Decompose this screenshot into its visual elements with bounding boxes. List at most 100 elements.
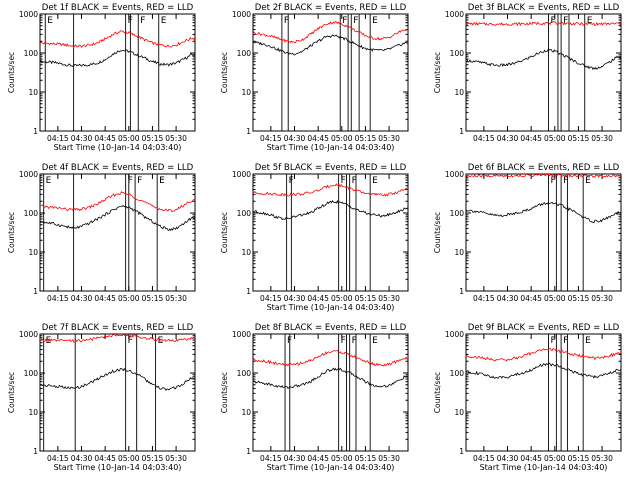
flag-label: E	[372, 16, 378, 26]
chart-title: Det 8f BLACK = Events, RED = LLD	[255, 323, 407, 333]
y-axis-label: Counts/sec	[220, 52, 229, 93]
x-tick-label: 04:30	[497, 454, 519, 463]
plot-frame	[39, 333, 196, 452]
y-tick-label: 1000	[445, 170, 464, 179]
x-tick-label: 04:30	[497, 134, 519, 143]
flag-label: F	[128, 176, 133, 186]
y-tick-label: 10	[454, 248, 464, 257]
plot-frame	[465, 333, 622, 452]
x-tick-label: 05:00	[544, 454, 566, 463]
x-axis-label: Start Time (10-Jan-14 04:03:40)	[267, 303, 395, 312]
flag-label: F	[140, 16, 145, 26]
flag-label: F	[128, 336, 133, 346]
x-tick-label: 05:15	[568, 294, 590, 303]
chart-title: Det 5f BLACK = Events, RED = LLD	[255, 163, 407, 173]
x-tick-label: 04:30	[284, 454, 306, 463]
flag-label: E	[159, 176, 165, 186]
chart-det-4f: Det 4f BLACK = Events, RED = LLD 1 10 100 10…	[7, 163, 196, 303]
x-tick-label: 05:15	[142, 454, 164, 463]
flag-label: F	[550, 16, 555, 26]
flag-label: F	[563, 176, 568, 186]
x-axis-label: Start Time (10-Jan-14 04:03:40)	[54, 143, 182, 152]
y-tick-label: 10	[454, 88, 464, 97]
y-tick-label: 1000	[19, 170, 38, 179]
x-tick-label: 04:45	[94, 134, 116, 143]
x-tick-label: 04:45	[94, 294, 116, 303]
lld-series-line	[252, 183, 409, 197]
chart-det-1f: Det 1f BLACK = Events, RED = LLD 1 10 100 10…	[7, 3, 196, 152]
y-tick-label: 1	[459, 447, 464, 456]
flag-label: F	[341, 176, 346, 186]
y-tick-label: 10	[241, 408, 251, 417]
x-tick-label: 04:30	[284, 134, 306, 143]
x-tick-label: 04:45	[94, 454, 116, 463]
y-tick-label: 100	[237, 369, 252, 378]
y-tick-label: 100	[237, 209, 252, 218]
lld-series-line	[252, 21, 409, 44]
y-tick-label: 1	[246, 447, 251, 456]
x-tick-label: 05:15	[355, 294, 377, 303]
x-tick-label: 04:45	[520, 134, 542, 143]
plot-frame	[252, 173, 409, 292]
y-axis-label: Counts/sec	[433, 212, 442, 253]
chart-title: Det 2f BLACK = Events, RED = LLD	[255, 3, 407, 13]
x-tick-label: 05:15	[568, 454, 590, 463]
x-tick-label: 04:30	[497, 294, 519, 303]
x-axis-label: Start Time (10-Jan-14 04:03:40)	[267, 463, 395, 472]
y-tick-label: 1000	[232, 170, 251, 179]
x-tick-label: 05:00	[118, 294, 140, 303]
flag-label: E	[585, 176, 591, 186]
x-tick-label: 05:30	[165, 454, 187, 463]
flag-label: E	[46, 176, 52, 186]
x-tick-label: 05:30	[165, 134, 187, 143]
x-tick-label: 04:15	[260, 294, 282, 303]
flag-label: F	[289, 176, 294, 186]
chart-title: Det 4f BLACK = Events, RED = LLD	[42, 163, 194, 173]
y-tick-label: 1	[33, 127, 38, 136]
y-tick-label: 1000	[445, 10, 464, 19]
lld-series-line	[465, 347, 622, 362]
flag-label: F	[352, 336, 357, 346]
x-tick-label: 04:30	[284, 294, 306, 303]
chart-det-9f: Det 9f BLACK = Events, RED = LLD 1 10 100 10…	[433, 323, 622, 472]
lld-series-line	[39, 190, 196, 213]
flag-label: E	[47, 16, 53, 26]
y-tick-label: 1000	[19, 10, 38, 19]
y-tick-label: 10	[241, 248, 251, 257]
events-series-line	[39, 367, 196, 392]
x-tick-label: 05:30	[591, 134, 613, 143]
y-axis-label: Counts/sec	[7, 52, 16, 93]
flag-label: E	[372, 336, 378, 346]
y-tick-label: 100	[24, 369, 39, 378]
y-tick-label: 1	[246, 127, 251, 136]
x-tick-label: 04:45	[307, 294, 329, 303]
flag-label: F	[550, 176, 555, 186]
flag-label: E	[587, 16, 593, 26]
x-tick-label: 04:15	[47, 294, 69, 303]
plot-frame	[252, 333, 409, 452]
y-tick-label: 1	[246, 287, 251, 296]
y-tick-label: 1	[459, 127, 464, 136]
y-tick-label: 10	[28, 248, 38, 257]
x-tick-label: 05:00	[331, 134, 353, 143]
y-tick-label: 1000	[232, 330, 251, 339]
x-tick-label: 05:30	[378, 454, 400, 463]
plot-frame	[39, 13, 196, 132]
y-tick-label: 1	[459, 287, 464, 296]
x-tick-label: 05:30	[591, 454, 613, 463]
flag-label: F	[284, 16, 289, 26]
flag-label: F	[563, 336, 568, 346]
chart-title: Det 3f BLACK = Events, RED = LLD	[468, 3, 620, 13]
x-tick-label: 04:45	[307, 134, 329, 143]
flag-label: F	[352, 176, 357, 186]
events-series-line	[465, 362, 622, 379]
flag-label: E	[161, 16, 167, 26]
x-tick-label: 05:00	[331, 454, 353, 463]
x-tick-label: 04:15	[47, 134, 69, 143]
y-axis-label: Counts/sec	[433, 372, 442, 413]
flag-label: F	[353, 16, 358, 26]
x-tick-label: 04:45	[307, 454, 329, 463]
x-tick-label: 04:15	[260, 134, 282, 143]
x-tick-label: 04:15	[473, 134, 495, 143]
x-tick-label: 05:00	[544, 294, 566, 303]
